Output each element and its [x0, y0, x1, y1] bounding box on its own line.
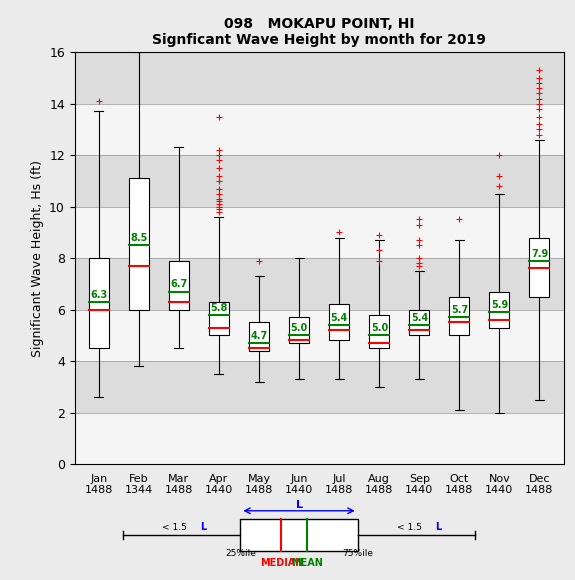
Text: 5.9: 5.9 — [491, 300, 508, 310]
Bar — [75, 412, 564, 464]
Text: MEDIAN: MEDIAN — [260, 559, 303, 568]
Text: MEAN: MEAN — [291, 559, 323, 568]
Bar — [249, 322, 269, 351]
Text: 5.7: 5.7 — [451, 305, 468, 316]
Text: < 1.5: < 1.5 — [397, 523, 424, 531]
Bar — [75, 310, 564, 361]
Bar — [409, 310, 430, 335]
Bar — [530, 238, 550, 297]
Bar — [75, 155, 564, 206]
Bar — [75, 258, 564, 310]
Text: 5.4: 5.4 — [331, 313, 348, 323]
Bar — [289, 317, 309, 343]
Bar — [449, 297, 469, 335]
Bar — [369, 315, 389, 348]
Bar — [75, 206, 564, 258]
Text: 6.3: 6.3 — [90, 290, 108, 300]
Text: < 1.5: < 1.5 — [162, 523, 190, 531]
Text: 4.7: 4.7 — [251, 331, 268, 341]
Text: 5.4: 5.4 — [411, 313, 428, 323]
Text: L: L — [435, 521, 441, 531]
Text: 5.8: 5.8 — [210, 303, 228, 313]
Bar — [75, 52, 564, 104]
Bar — [489, 292, 509, 328]
Bar — [89, 258, 109, 348]
Y-axis label: Significant Wave Height, Hs (ft): Significant Wave Height, Hs (ft) — [30, 160, 44, 357]
Text: 8.5: 8.5 — [131, 233, 148, 243]
Bar — [75, 361, 564, 412]
Text: 75%ile: 75%ile — [342, 549, 373, 558]
Bar — [129, 178, 149, 310]
Bar — [75, 104, 564, 155]
Bar — [240, 520, 358, 551]
Text: 5.0: 5.0 — [371, 323, 388, 333]
Text: 7.9: 7.9 — [531, 249, 549, 259]
Text: L: L — [296, 499, 302, 509]
Text: 25%ile: 25%ile — [225, 549, 256, 558]
Text: 5.0: 5.0 — [291, 323, 308, 333]
Bar — [169, 260, 189, 310]
Text: 6.7: 6.7 — [171, 280, 188, 289]
Bar — [209, 302, 229, 335]
Text: L: L — [200, 521, 206, 531]
Bar — [329, 304, 349, 340]
Title: 098   MOKAPU POINT, HI
Signficant Wave Height by month for 2019: 098 MOKAPU POINT, HI Signficant Wave Hei… — [152, 17, 486, 47]
